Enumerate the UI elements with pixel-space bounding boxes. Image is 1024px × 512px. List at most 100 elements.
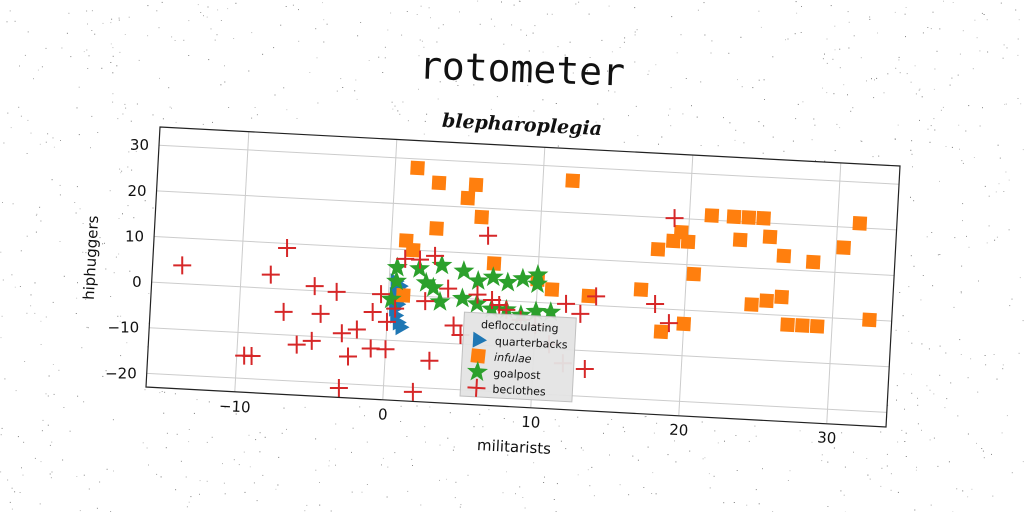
infulae-point	[852, 215, 868, 231]
y-axis-label: hiphuggers	[80, 215, 102, 300]
x-tick-label: 10	[521, 413, 541, 432]
beclothes-point	[411, 250, 430, 269]
beclothes-point	[261, 265, 280, 284]
y-tick-label: −10	[108, 319, 140, 337]
infulae-point	[486, 256, 502, 271]
goalpost-point	[429, 290, 451, 311]
beclothes-point	[372, 285, 391, 304]
beclothes-point	[665, 209, 684, 228]
beclothes-point	[363, 303, 382, 322]
legend-marker-quarterbacks	[472, 331, 487, 348]
beclothes-point	[490, 295, 509, 314]
beclothes-point	[339, 347, 358, 366]
x-tick-label: −10	[219, 397, 252, 417]
chart-subtitle: blepharoplegia	[441, 110, 602, 140]
beclothes-point	[587, 287, 606, 306]
infulae-point	[809, 318, 825, 334]
infulae-point	[544, 282, 560, 297]
infulae-point	[474, 209, 490, 225]
infulae-point	[460, 190, 476, 206]
infulae-point	[756, 210, 771, 226]
beclothes-point	[235, 346, 254, 365]
infulae-point	[762, 229, 778, 245]
beclothes-point	[420, 351, 439, 370]
infulae-point	[405, 242, 421, 258]
x-tick-label: 0	[378, 405, 388, 423]
axes-frame	[145, 126, 901, 428]
quarterbacks-point	[395, 319, 410, 336]
data-marks	[173, 160, 877, 401]
infulae-point	[676, 316, 692, 332]
legend-label-infulae: infulae	[494, 351, 532, 366]
infulae-point	[759, 293, 774, 309]
infulae-point	[774, 289, 789, 305]
infulae-point	[410, 160, 425, 176]
goalpost-point	[482, 266, 504, 287]
goalpost-point	[527, 264, 549, 284]
legend: deflocculatingquarterbacksinfulaegoalpos…	[459, 311, 577, 403]
grid-line-x	[234, 131, 250, 392]
beclothes-point	[468, 285, 487, 304]
legend-title: deflocculating	[481, 318, 559, 335]
grid-line-y	[151, 281, 892, 322]
beclothes-point	[386, 299, 405, 318]
beclothes-point	[376, 340, 395, 359]
legend-box	[459, 311, 577, 403]
beclothes-point	[444, 316, 463, 335]
y-tick-label: 30	[130, 136, 149, 154]
infulae-point	[741, 210, 757, 225]
beclothes-point	[426, 246, 445, 265]
grid-line-x	[678, 155, 694, 416]
y-tick-label: 10	[125, 227, 144, 245]
legend-label-quarterbacks: quarterbacks	[495, 335, 569, 352]
goalpost-point	[497, 271, 519, 292]
infulae-point	[780, 317, 795, 333]
infulae-point	[862, 312, 877, 328]
beclothes-point	[403, 382, 422, 401]
legend-marker-beclothes	[467, 378, 486, 397]
series-beclothes	[173, 209, 684, 401]
beclothes-point	[416, 292, 435, 311]
infulae-point	[686, 266, 702, 282]
beclothes-point	[332, 324, 351, 343]
infulae-point	[468, 177, 484, 193]
beclothes-point	[575, 359, 594, 378]
beclothes-point	[287, 335, 306, 354]
legend-label-goalpost: goalpost	[493, 367, 542, 383]
goalpost-point	[415, 271, 437, 292]
y-tick-label: −20	[105, 364, 137, 382]
infulae-point	[776, 248, 792, 264]
x-tick-label: 30	[817, 428, 837, 447]
infulae-point	[726, 209, 742, 225]
grid-line-y	[156, 190, 897, 231]
beclothes-point	[347, 320, 366, 339]
series-infulae	[395, 160, 877, 340]
infulae-point	[704, 208, 720, 223]
grid-line-y	[154, 235, 895, 276]
x-axis-label: militarists	[477, 436, 552, 458]
infulae-point	[794, 318, 810, 333]
beclothes-point	[439, 279, 458, 298]
infulae-point	[680, 234, 696, 250]
goalpost-point	[453, 260, 475, 280]
goalpost-point	[422, 276, 444, 297]
y-tick-label: 0	[132, 273, 142, 291]
beclothes-point	[483, 291, 502, 310]
infulae-point	[653, 324, 669, 340]
beclothes-point	[659, 314, 678, 333]
beclothes-point	[274, 302, 293, 321]
infulae-point	[633, 282, 649, 297]
goalpost-point	[386, 270, 407, 291]
beclothes-point	[173, 256, 192, 275]
legend-marker-goalpost	[467, 360, 488, 382]
beclothes-point	[302, 331, 321, 350]
infulae-point	[429, 221, 444, 236]
infulae-point	[805, 254, 821, 270]
beclothes-point	[329, 379, 348, 398]
infulae-point	[431, 175, 447, 191]
beclothes-point	[646, 295, 665, 314]
x-tick-label: 20	[669, 421, 689, 440]
legend-marker-infulae	[470, 348, 486, 364]
beclothes-point	[571, 304, 590, 323]
